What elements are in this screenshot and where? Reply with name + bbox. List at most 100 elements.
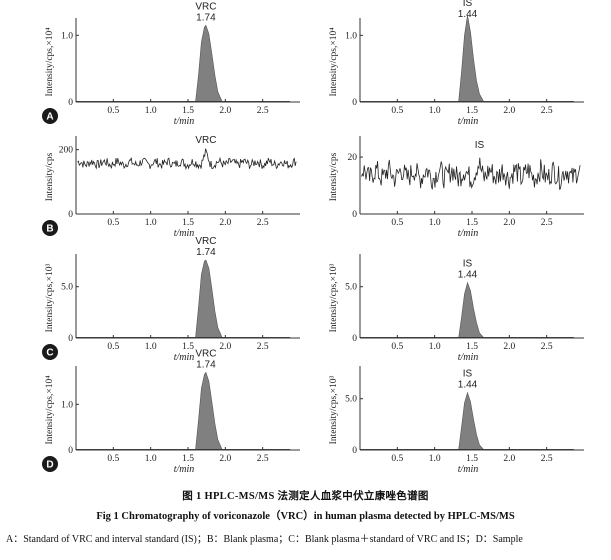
caption-legend-note: A：Standard of VRC and interval standard …: [6, 534, 523, 545]
x-tick-label-a-right: 1.5: [466, 106, 478, 116]
peak-time-a-right: 1.44: [458, 9, 478, 20]
peak-a-left: [195, 24, 223, 103]
peak-c-right: [458, 281, 485, 339]
panel-badge-label-a: A: [46, 112, 53, 123]
y-tick-label-b-right: 20: [348, 153, 358, 163]
x-tick-label-b-left: 1.5: [182, 218, 194, 228]
x-axis-title-c-right: t/min: [458, 352, 479, 363]
x-tick-label-a-left: 1.5: [182, 106, 194, 116]
y-tick-label-d-right: 5.0: [345, 395, 357, 405]
panel-badge-d: [42, 456, 58, 472]
y-axis-title-a-right: Intensity/cps,×10⁴: [329, 27, 339, 97]
x-tick-label-c-left: 1.0: [145, 342, 157, 352]
x-tick-label-c-right: 2.0: [503, 342, 515, 352]
peak-d-left: [195, 371, 223, 451]
y-tick-label-a-right: 0: [352, 98, 357, 108]
x-tick-label-c-right: 1.5: [466, 342, 478, 352]
peak-name-d-left: VRC: [195, 348, 216, 359]
y-tick-label-b-right: 0: [352, 210, 357, 220]
x-tick-label-d-right: 1.0: [429, 454, 441, 464]
x-tick-label-d-left: 2.5: [257, 454, 269, 464]
x-tick-label-c-left: 0.5: [107, 342, 119, 352]
peak-time-c-right: 1.44: [458, 270, 478, 281]
x-tick-label-a-left: 2.5: [257, 106, 269, 116]
panel-badge-c: [42, 344, 58, 360]
caption-chinese: 图 1 HPLC-MS/MS 法测定人血浆中伏立康唑色谱图: [182, 491, 429, 502]
x-tick-label-c-left: 2.0: [219, 342, 231, 352]
peak-time-d-right: 1.44: [458, 380, 478, 391]
x-tick-label-a-left: 0.5: [107, 106, 119, 116]
y-tick-label-c-left: 0: [68, 334, 73, 344]
x-tick-label-c-left: 1.5: [182, 342, 194, 352]
x-axis-title-c-left: t/min: [174, 352, 195, 363]
y-tick-label-b-left: 200: [59, 146, 74, 156]
y-axis-title-c-left: Intensity/cps,×10³: [45, 264, 55, 333]
x-tick-label-d-right: 1.5: [466, 454, 478, 464]
x-tick-label-d-left: 1.5: [182, 454, 194, 464]
y-tick-label-c-right: 0: [352, 334, 357, 344]
y-tick-label-d-left: 0: [68, 446, 73, 456]
y-tick-label-a-left: 1.0: [61, 31, 73, 41]
y-axis-title-d-right: Intensity/cps,×10³: [329, 376, 339, 445]
x-tick-label-a-right: 2.0: [503, 106, 515, 116]
x-tick-label-b-right: 2.5: [541, 218, 553, 228]
peak-name-c-right: IS: [463, 259, 473, 270]
x-tick-label-b-left: 0.5: [107, 218, 119, 228]
panel-badge-a: [42, 108, 58, 124]
x-tick-label-a-right: 0.5: [391, 106, 403, 116]
x-axis-title-b-right: t/min: [458, 228, 479, 239]
peak-c-left: [195, 259, 223, 339]
peak-time-c-left: 1.74: [196, 247, 216, 258]
x-axis-title-a-left: t/min: [174, 116, 195, 127]
x-tick-label-a-left: 2.0: [219, 106, 231, 116]
peak-name-d-right: IS: [463, 369, 473, 380]
peak-time-a-left: 1.74: [196, 12, 216, 23]
y-tick-label-a-right: 1.0: [345, 31, 357, 41]
y-axis-title-a-left: Intensity/cps,×10⁴: [45, 27, 55, 97]
x-axis-title-d-right: t/min: [458, 464, 479, 475]
x-tick-label-d-left: 2.0: [219, 454, 231, 464]
peak-a-right: [458, 15, 485, 103]
peak-d-right: [458, 391, 485, 451]
x-tick-label-b-left: 1.0: [145, 218, 157, 228]
x-tick-label-b-right: 0.5: [391, 218, 403, 228]
y-tick-label-c-left: 5.0: [61, 283, 73, 293]
x-tick-label-a-left: 1.0: [145, 106, 157, 116]
x-axis-title-b-left: t/min: [174, 228, 195, 239]
y-tick-label-d-right: 0: [352, 446, 357, 456]
panel-badge-label-b: B: [46, 224, 53, 235]
x-tick-label-d-right: 2.0: [503, 454, 515, 464]
x-tick-label-d-left: 0.5: [107, 454, 119, 464]
x-tick-label-b-right: 2.0: [503, 218, 515, 228]
x-tick-label-d-right: 0.5: [391, 454, 403, 464]
x-tick-label-b-left: 2.5: [257, 218, 269, 228]
peak-name-a-left: VRC: [195, 1, 216, 12]
x-tick-label-b-right: 1.5: [466, 218, 478, 228]
peak-time-d-left: 1.74: [196, 359, 216, 370]
x-tick-label-b-right: 1.0: [429, 218, 441, 228]
y-tick-label-c-right: 5.0: [345, 283, 357, 293]
peak-name-b-right: IS: [475, 140, 485, 151]
noise-trace-b-right: [361, 157, 581, 190]
caption-english: Fig 1 Chromatography of voriconazole（VRC…: [96, 511, 515, 522]
x-axis-title-a-right: t/min: [458, 116, 479, 127]
y-axis-title-d-left: Intensity/cps,×10⁴: [45, 375, 55, 445]
y-axis-title-b-left: Intensity/cps: [45, 152, 55, 201]
panel-badge-label-c: C: [46, 348, 53, 359]
x-tick-label-b-left: 2.0: [219, 218, 231, 228]
x-axis-title-d-left: t/min: [174, 464, 195, 475]
peak-name-a-right: IS: [463, 0, 473, 9]
chromatogram-figure: 0.5 1.0 1.5 2.0 2.5 0 1.0 t/min Intensity/cps,×1…: [42, 0, 584, 475]
x-tick-label-a-right: 1.0: [429, 106, 441, 116]
panel-badge-label-d: D: [46, 460, 53, 471]
x-tick-label-c-left: 2.5: [257, 342, 269, 352]
y-tick-label-a-left: 0: [68, 98, 73, 108]
y-tick-label-b-left: 0: [68, 210, 73, 220]
y-axis-title-b-right: Intensity/cps: [329, 152, 339, 201]
y-tick-label-d-left: 1.0: [61, 400, 73, 410]
x-tick-label-a-right: 2.5: [541, 106, 553, 116]
peak-name-c-left: VRC: [195, 236, 216, 247]
noise-trace-b-left: [77, 148, 297, 170]
x-tick-label-c-right: 2.5: [541, 342, 553, 352]
x-tick-label-d-right: 2.5: [541, 454, 553, 464]
